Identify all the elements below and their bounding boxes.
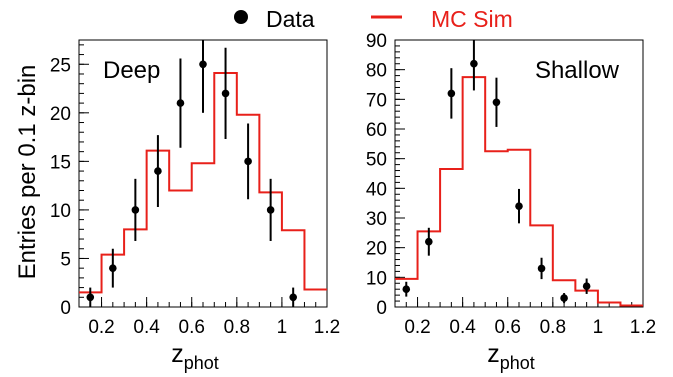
y-axis-title: Entries per 0.1 z-bin xyxy=(14,65,41,280)
y-tick-label: 50 xyxy=(366,150,387,171)
data-point xyxy=(131,206,140,214)
panel-shallow: 0.2 0.4 0.6 0.8 1 1.2 0 10 20 30 40 50 60 70 80 90 Shall… xyxy=(366,31,656,373)
data-point xyxy=(154,167,162,175)
y-tick-label: 15 xyxy=(50,152,71,173)
x-tick-label: 0.2 xyxy=(88,317,114,338)
data-point xyxy=(515,202,523,210)
data-point xyxy=(266,206,275,214)
y-tick-label: 5 xyxy=(60,249,71,270)
y-tick-label: 10 xyxy=(50,201,71,222)
y-tick-label: 0 xyxy=(60,298,71,319)
legend-data-label: Data xyxy=(266,6,315,32)
data-point xyxy=(582,282,591,291)
y-tick-label: 10 xyxy=(366,268,387,289)
data-point xyxy=(425,237,433,246)
data-point xyxy=(402,285,411,294)
x-axis-title: zphot xyxy=(487,340,535,373)
x-tick-label: 1.2 xyxy=(630,317,656,338)
mc-histogram xyxy=(395,76,643,307)
data-point xyxy=(199,60,207,69)
y-tick-label: 70 xyxy=(366,90,387,111)
legend: Data MC Sim xyxy=(234,6,513,32)
data-point xyxy=(537,264,546,273)
x-tick-label: 0.8 xyxy=(540,317,566,338)
panel-label: Shallow xyxy=(535,57,620,84)
data-point xyxy=(176,99,185,107)
data-point xyxy=(447,89,456,98)
panel-label: Deep xyxy=(103,57,160,84)
y-tick-label: 30 xyxy=(366,209,387,230)
data-point xyxy=(109,264,117,272)
data-point xyxy=(289,293,297,302)
y-tick-label: 60 xyxy=(366,120,387,141)
y-tick-label: 80 xyxy=(366,61,387,82)
y-tick-label: 0 xyxy=(376,298,387,319)
data-point xyxy=(86,293,95,302)
y-tick-label: 20 xyxy=(366,239,387,260)
y-tick-label: 25 xyxy=(50,55,71,76)
x-tick-label: 1 xyxy=(593,317,604,338)
data-point xyxy=(221,89,230,98)
y-tick-label: 40 xyxy=(366,179,387,200)
legend-mc-label: MC Sim xyxy=(431,6,513,32)
x-tick-label: 0.4 xyxy=(449,317,476,338)
x-axis-title: zphot xyxy=(171,340,219,373)
x-tick-label: 0.8 xyxy=(224,317,250,338)
x-tick-label: 1 xyxy=(277,317,288,338)
y-tick-label: 20 xyxy=(50,104,71,125)
y-tick-label: 90 xyxy=(366,31,387,52)
data-point xyxy=(492,98,501,107)
data-point xyxy=(244,157,252,166)
x-tick-label: 0.6 xyxy=(495,317,521,338)
x-tick-label: 0.6 xyxy=(179,317,205,338)
x-tick-label: 1.2 xyxy=(314,317,340,338)
data-point xyxy=(470,59,478,68)
x-tick-label: 0.2 xyxy=(404,317,430,338)
legend-data-marker xyxy=(234,10,248,24)
data-point xyxy=(560,294,568,302)
x-tick-label: 0.4 xyxy=(133,317,160,338)
panel-deep: 0.2 0.4 0.6 0.8 1 1.2 0 5 10 15 20 25 Deep zphot xyxy=(50,39,340,373)
mc-histogram xyxy=(79,72,327,294)
